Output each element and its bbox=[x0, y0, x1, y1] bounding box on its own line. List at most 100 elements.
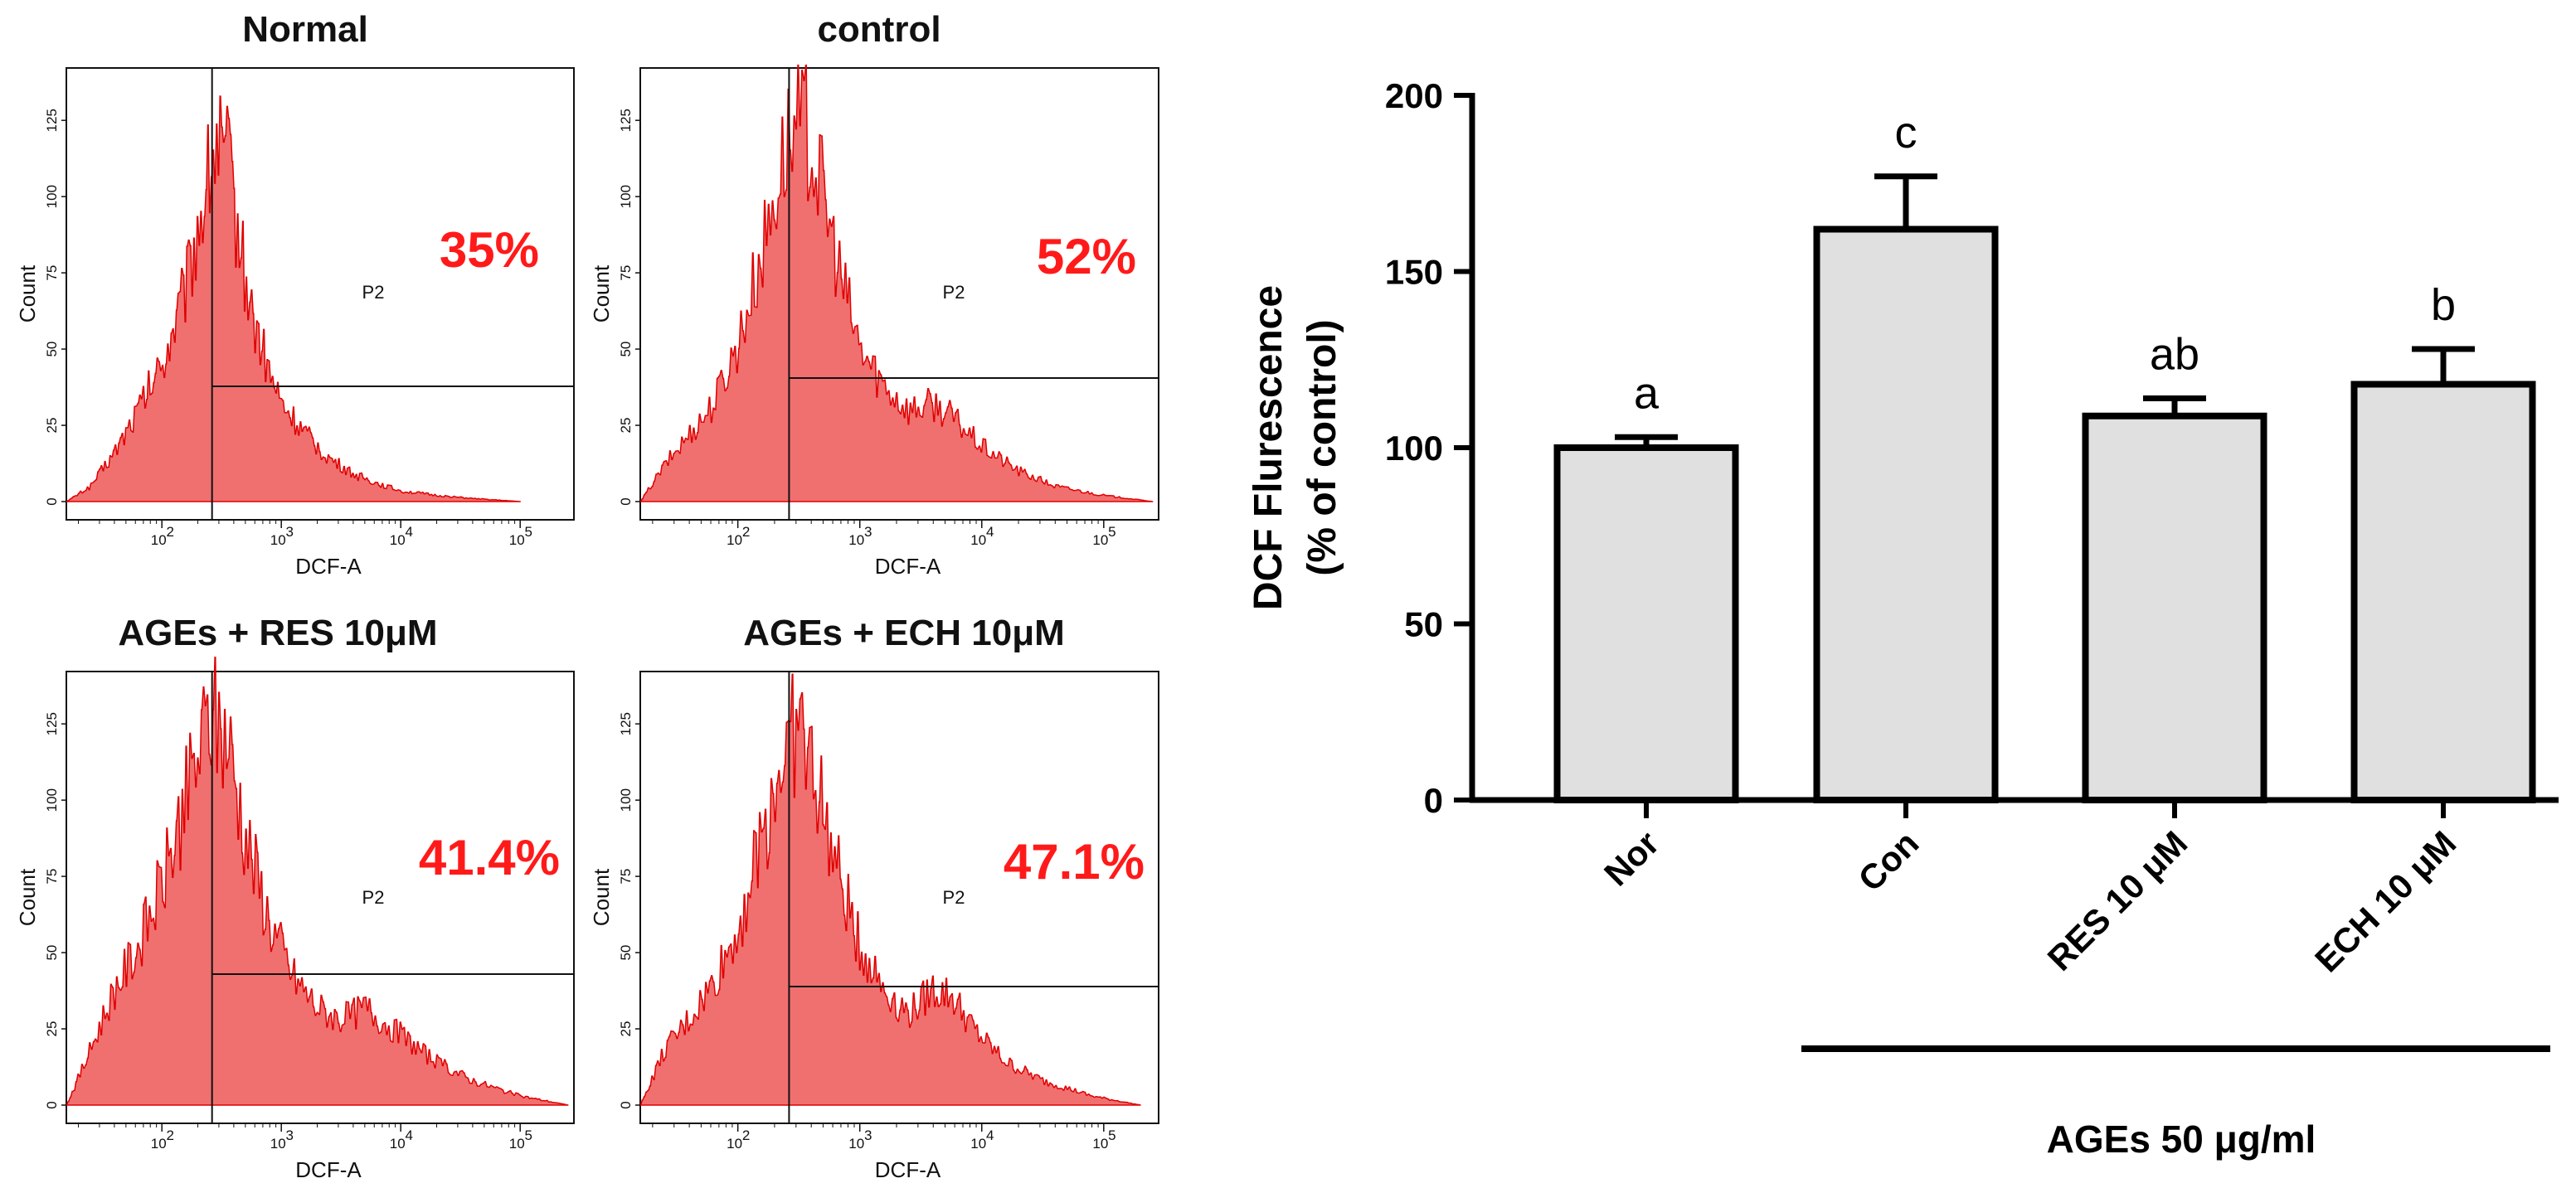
y-axis-label: Count bbox=[15, 264, 40, 322]
histogram-area bbox=[66, 95, 521, 502]
x-tick-exponent: 3 bbox=[285, 524, 293, 540]
histogram-area bbox=[640, 64, 1154, 502]
y-tick-label: 0 bbox=[618, 497, 634, 505]
x-tick-label: 10 bbox=[270, 1136, 286, 1152]
x-tick-exponent: 3 bbox=[864, 1127, 872, 1143]
bar bbox=[1553, 444, 1739, 803]
x-tick-exponent: 2 bbox=[742, 524, 750, 540]
x-axis-label: DCF-A bbox=[295, 554, 362, 579]
x-tick-label: 10 bbox=[390, 1136, 406, 1152]
y-tick-label: 200 bbox=[1385, 76, 1443, 115]
panel-title: control bbox=[817, 9, 940, 50]
y-axis-label-line2: (% of control) bbox=[1300, 319, 1344, 575]
y-tick-label: 25 bbox=[44, 418, 60, 434]
y-tick-label: 0 bbox=[44, 497, 60, 505]
gate-label: P2 bbox=[362, 282, 385, 303]
x-tick-exponent: 4 bbox=[986, 524, 994, 540]
y-tick-label: 125 bbox=[618, 712, 634, 735]
y-tick-label: 125 bbox=[44, 712, 60, 735]
bar bbox=[1813, 225, 1999, 803]
x-tick-label: 10 bbox=[970, 532, 986, 548]
histogram-panel: AGEs + RES 10μM41.4%P20255075100125Count… bbox=[15, 613, 575, 1182]
y-tick-label: 25 bbox=[618, 1021, 634, 1037]
plot-frame bbox=[639, 67, 1159, 521]
x-tick-label: 10 bbox=[1092, 1136, 1108, 1152]
x-tick-exponent: 2 bbox=[742, 1127, 750, 1143]
y-tick-label: 100 bbox=[618, 185, 634, 208]
y-axis-label: Count bbox=[589, 264, 614, 322]
gate-percent: 41.4% bbox=[419, 830, 560, 885]
gate-label: P2 bbox=[943, 282, 965, 303]
significance-letter: ab bbox=[2150, 330, 2199, 380]
y-tick-label: 0 bbox=[1424, 781, 1443, 820]
x-axis-label: DCF-A bbox=[875, 554, 941, 579]
y-tick-label: 75 bbox=[618, 265, 634, 281]
y-tick-label: 100 bbox=[618, 788, 634, 812]
y-tick-label: 50 bbox=[44, 342, 60, 357]
x-tick-label: 10 bbox=[509, 532, 525, 548]
x-tick-exponent: 2 bbox=[166, 524, 173, 540]
y-tick-label: 100 bbox=[1385, 429, 1443, 468]
y-tick-label: 125 bbox=[44, 109, 60, 132]
x-category-label: Con bbox=[1850, 823, 1926, 899]
flow-histograms: Normal35%P20255075100125Count10210310410… bbox=[15, 9, 1159, 1182]
y-axis-label: Count bbox=[15, 868, 40, 926]
x-category-label: RES 10 μM bbox=[2040, 823, 2195, 978]
x-tick-exponent: 5 bbox=[524, 524, 532, 540]
histogram-panel: control52%P20255075100125Count1021031041… bbox=[589, 9, 1159, 579]
x-tick-label: 10 bbox=[970, 1136, 986, 1152]
x-tick-label: 10 bbox=[848, 1136, 864, 1152]
significance-letter: b bbox=[2431, 280, 2456, 330]
y-tick-label: 150 bbox=[1385, 253, 1443, 292]
x-category-label: Nor bbox=[1597, 823, 1666, 893]
x-category-label: ECH 10 μM bbox=[2307, 823, 2463, 979]
y-tick-label: 100 bbox=[44, 788, 60, 812]
bar bbox=[2082, 412, 2267, 803]
y-tick-label: 25 bbox=[618, 418, 634, 434]
x-tick-exponent: 5 bbox=[1108, 524, 1115, 540]
y-tick-label: 50 bbox=[618, 342, 634, 357]
y-axis-label: Count bbox=[589, 868, 614, 926]
x-tick-exponent: 2 bbox=[166, 1127, 173, 1143]
bar bbox=[2350, 381, 2536, 803]
y-tick-label: 125 bbox=[618, 109, 634, 132]
x-tick-label: 10 bbox=[151, 532, 167, 548]
histogram-area bbox=[66, 657, 569, 1106]
histogram-area bbox=[639, 673, 1141, 1106]
x-tick-label: 10 bbox=[848, 532, 864, 548]
y-tick-label: 50 bbox=[44, 945, 60, 961]
x-tick-exponent: 3 bbox=[285, 1127, 293, 1143]
y-tick-label: 0 bbox=[618, 1101, 634, 1108]
x-tick-label: 10 bbox=[390, 532, 406, 548]
histogram-panel: Normal35%P20255075100125Count10210310410… bbox=[15, 9, 575, 579]
bar-chart: 0 50 100 150 200 DCF Flurescence (% of control… bbox=[1247, 76, 2559, 1161]
gate-percent: 35% bbox=[440, 222, 539, 278]
x-tick-label: 10 bbox=[727, 1136, 742, 1152]
panel-title: AGEs + RES 10μM bbox=[118, 613, 437, 653]
histogram-panel: AGEs + ECH 10μM 47.1% P2 0 25 50 75 100 125 Count… bbox=[589, 613, 1159, 1182]
x-tick-label: 10 bbox=[270, 532, 286, 548]
significance-letter: c bbox=[1895, 108, 1917, 158]
y-tick-label: 75 bbox=[44, 265, 60, 281]
x-tick-exponent: 4 bbox=[405, 1127, 412, 1143]
y-tick-label: 50 bbox=[1404, 605, 1443, 644]
y-tick-label: 0 bbox=[44, 1101, 60, 1108]
y-tick-label: 50 bbox=[618, 945, 634, 961]
x-tick-exponent: 4 bbox=[986, 1127, 994, 1143]
x-tick-exponent: 4 bbox=[405, 524, 412, 540]
plot-frame bbox=[66, 671, 575, 1124]
panel-title: AGEs + ECH 10μM bbox=[743, 613, 1065, 653]
panel-title: Normal bbox=[242, 9, 368, 50]
gate-label: P2 bbox=[943, 887, 965, 908]
treatment-label: AGEs 50 μg/ml bbox=[2047, 1118, 2316, 1161]
y-tick-label: 75 bbox=[618, 869, 634, 885]
plot-frame bbox=[639, 671, 1159, 1124]
x-tick-exponent: 3 bbox=[864, 524, 872, 540]
x-tick-label: 10 bbox=[151, 1136, 167, 1152]
gate-percent: 47.1% bbox=[1004, 834, 1145, 890]
y-tick-label: 75 bbox=[44, 869, 60, 885]
x-tick-exponent: 5 bbox=[524, 1127, 532, 1143]
y-axis-label-line1: DCF Flurescence bbox=[1247, 285, 1290, 610]
x-axis-label: DCF-A bbox=[875, 1157, 941, 1182]
